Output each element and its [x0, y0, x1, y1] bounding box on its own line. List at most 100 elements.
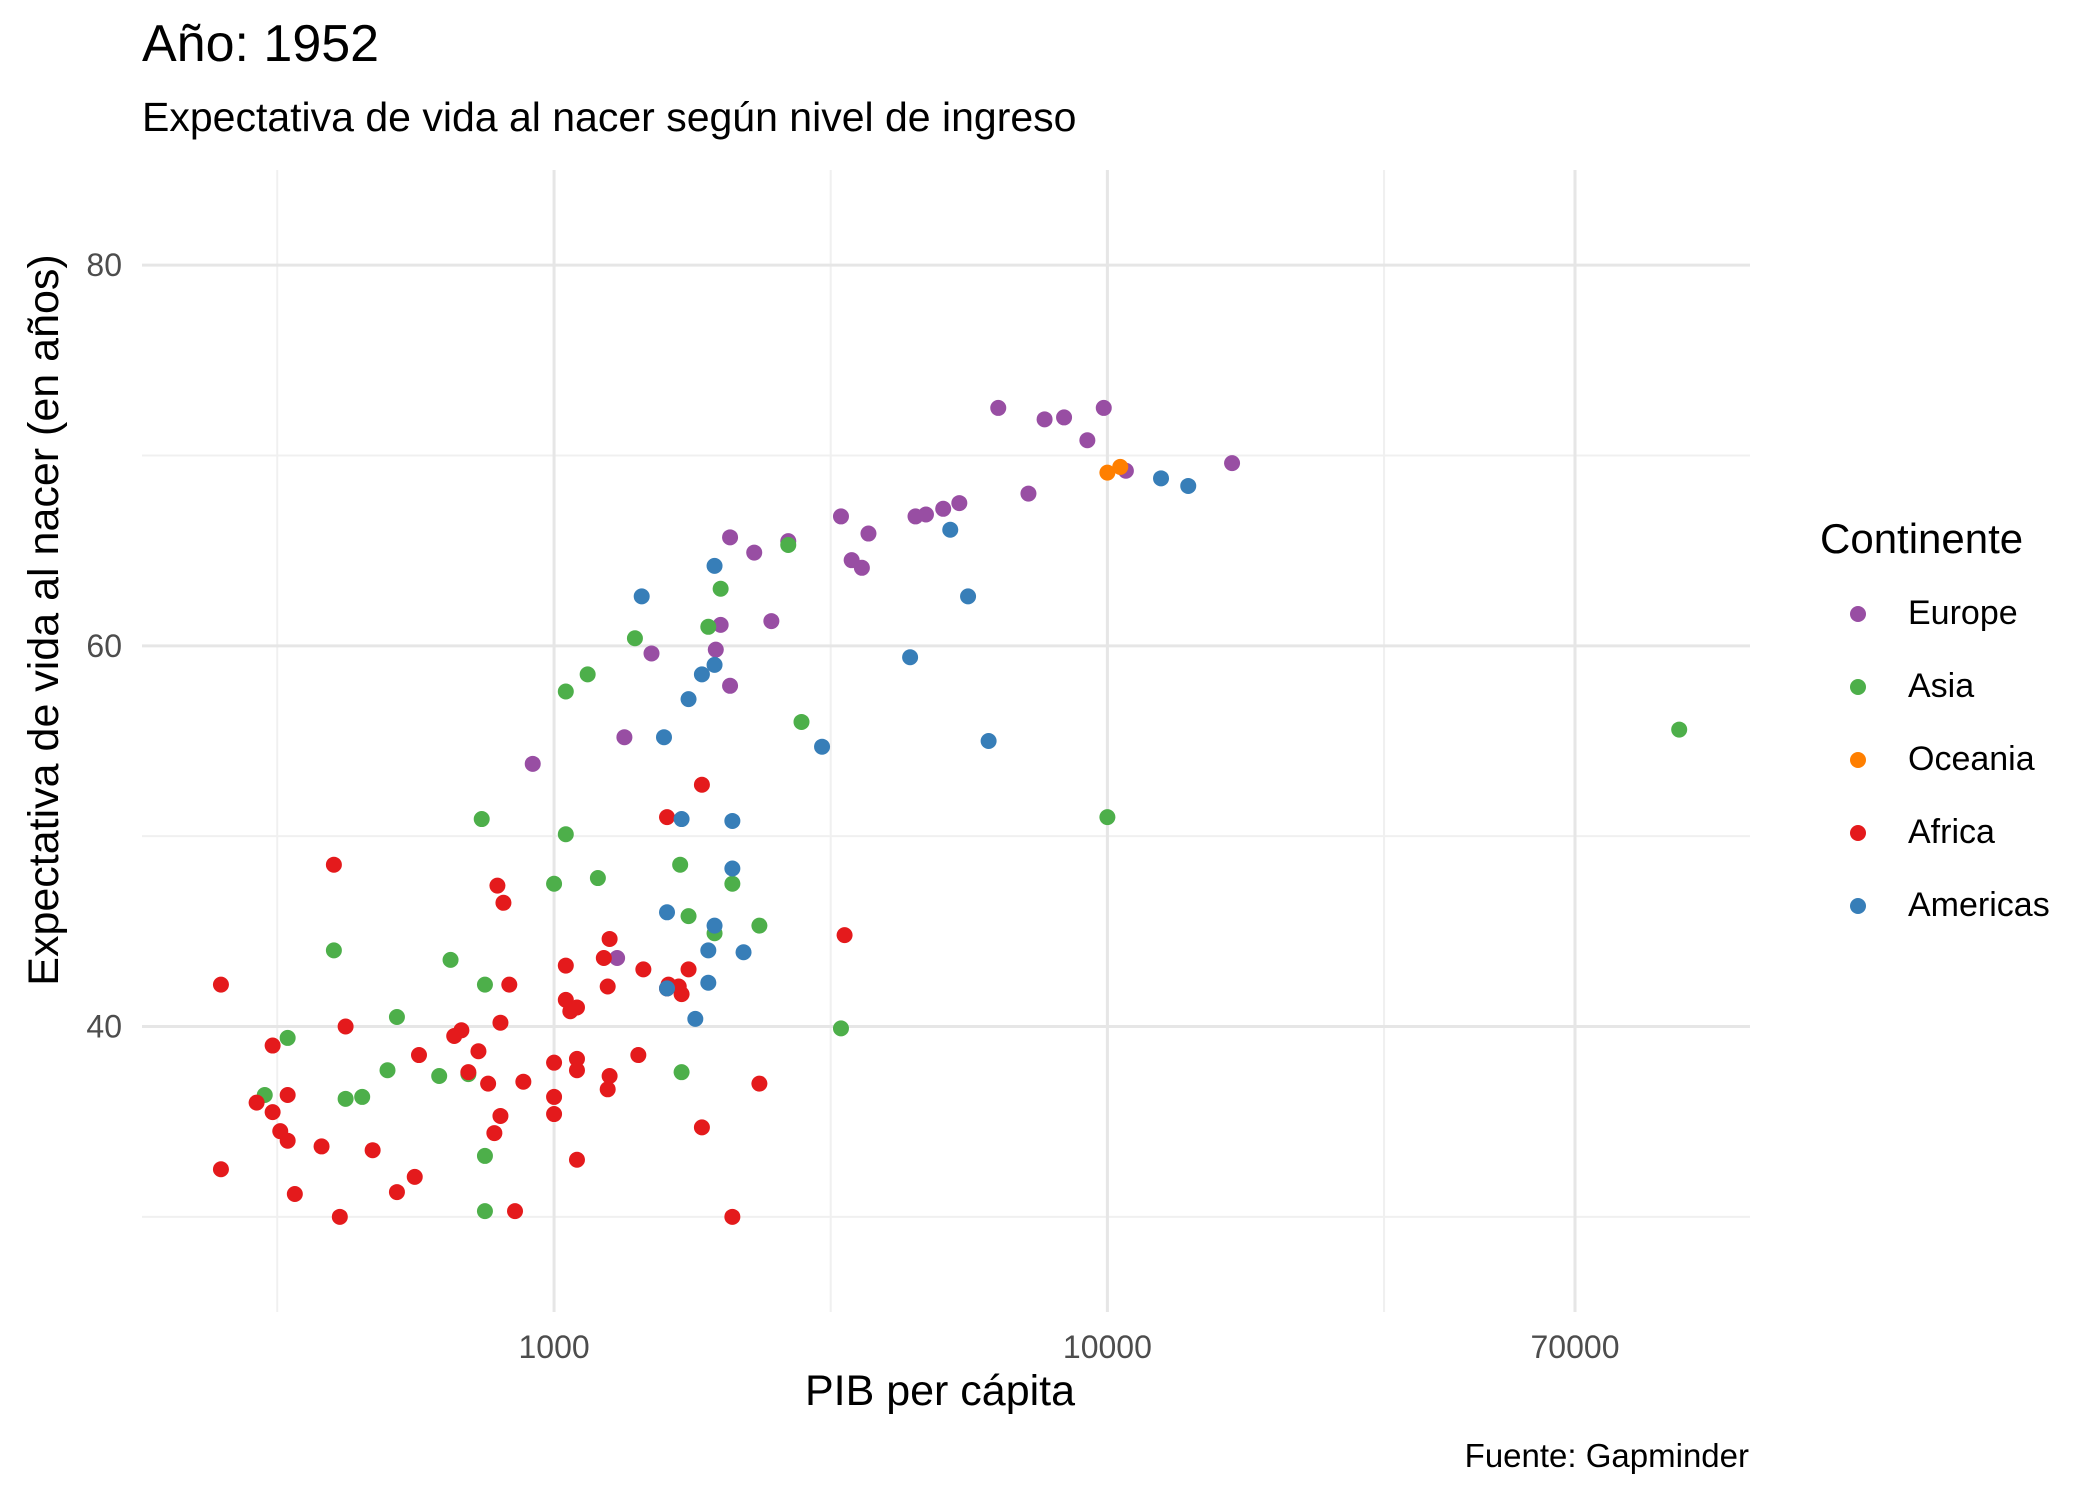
- legend-items: Europe Asia Oceania Africa Americas: [1820, 577, 2050, 942]
- data-point-americas: [960, 588, 977, 605]
- data-point-americas: [724, 860, 741, 877]
- data-point-africa: [279, 1087, 296, 1104]
- y-tick-label: 40: [86, 1009, 122, 1045]
- data-point-asia: [337, 1090, 354, 1107]
- data-point-africa: [331, 1208, 348, 1225]
- data-point-europe: [763, 613, 780, 630]
- data-point-europe: [990, 399, 1007, 416]
- data-point-asia: [476, 976, 493, 993]
- data-point-africa: [680, 961, 697, 978]
- data-point-africa: [599, 1081, 616, 1098]
- data-point-europe: [722, 677, 739, 694]
- data-point-europe: [951, 495, 968, 512]
- data-point-africa: [501, 976, 518, 993]
- data-point-asia: [832, 1020, 849, 1037]
- data-point-americas: [693, 666, 710, 683]
- data-point-oceania: [1112, 458, 1129, 475]
- data-point-africa: [495, 894, 512, 911]
- legend-label-oceania: Oceania: [1908, 740, 2035, 778]
- data-point-africa: [486, 1125, 503, 1142]
- data-point-africa: [557, 957, 574, 974]
- data-point-americas: [659, 980, 676, 997]
- data-point-africa: [724, 1208, 741, 1225]
- data-point-americas: [814, 738, 831, 755]
- legend-item-europe: Europe: [1820, 577, 2050, 650]
- data-point-africa: [480, 1075, 497, 1092]
- data-point-africa: [836, 927, 853, 944]
- data-point-europe: [1036, 411, 1053, 428]
- legend-item-oceania: Oceania: [1820, 723, 2050, 796]
- data-point-asia: [354, 1088, 371, 1105]
- data-point-asia: [780, 536, 797, 553]
- data-point-africa: [248, 1094, 265, 1111]
- data-point-americas: [942, 521, 959, 538]
- data-point-asia: [1671, 721, 1688, 738]
- data-point-africa: [515, 1073, 532, 1090]
- data-point-africa: [388, 1184, 405, 1201]
- data-point-europe: [860, 525, 877, 542]
- legend-title: Continente: [1820, 515, 2024, 562]
- data-point-asia: [473, 811, 490, 828]
- x-tick-label: 1000: [518, 1329, 589, 1365]
- data-point-africa: [212, 976, 229, 993]
- legend-key-asia: [1850, 678, 1866, 695]
- data-point-asia: [476, 1203, 493, 1220]
- data-point-asia: [546, 875, 563, 892]
- data-point-americas: [902, 649, 919, 666]
- data-point-asia: [557, 826, 574, 843]
- data-point-americas: [980, 733, 997, 749]
- data-point-africa: [635, 961, 652, 978]
- major-gridlines: [142, 170, 1750, 1312]
- data-point-americas: [673, 811, 690, 828]
- data-point-asia: [325, 942, 342, 959]
- data-point-africa: [492, 1107, 509, 1124]
- data-point-europe: [1079, 432, 1096, 449]
- data-point-africa: [272, 1123, 289, 1140]
- data-points: [212, 399, 1688, 1225]
- legend-key-europe: [1850, 605, 1866, 622]
- data-point-africa: [460, 1064, 477, 1081]
- data-point-africa: [595, 949, 612, 966]
- data-point-asia: [680, 908, 697, 925]
- data-point-europe: [722, 529, 739, 546]
- data-point-africa: [568, 1151, 585, 1168]
- data-point-africa: [546, 1088, 563, 1105]
- data-point-asia: [793, 713, 810, 730]
- data-point-europe: [1020, 485, 1037, 502]
- data-point-africa: [264, 1037, 281, 1054]
- chart-subtitle: Expectativa de vida al nacer según nivel…: [142, 94, 1077, 140]
- data-point-europe: [853, 559, 870, 576]
- legend-key-africa: [1850, 824, 1866, 841]
- data-point-americas: [1153, 470, 1170, 487]
- x-tick-label: 70000: [1531, 1329, 1620, 1365]
- data-point-africa: [446, 1028, 463, 1045]
- data-point-africa: [489, 877, 506, 894]
- data-point-europe: [609, 949, 626, 966]
- data-point-asia: [388, 1008, 405, 1025]
- chart-title: Año: 1952: [142, 15, 380, 73]
- legend-key-oceania: [1850, 751, 1866, 768]
- data-point-americas: [680, 691, 697, 708]
- data-point-europe: [1056, 409, 1073, 426]
- data-point-africa: [364, 1142, 381, 1159]
- data-point-africa: [546, 1106, 563, 1123]
- data-point-asia: [700, 618, 717, 635]
- data-point-americas: [700, 942, 717, 959]
- data-point-africa: [751, 1075, 768, 1092]
- data-point-africa: [546, 1054, 563, 1071]
- data-point-europe: [643, 645, 660, 662]
- data-point-africa: [406, 1168, 423, 1185]
- data-point-americas: [706, 656, 723, 673]
- tick-labels: 1000 10000 70000 40 60 80: [86, 247, 1619, 1365]
- data-point-asia: [442, 951, 459, 968]
- data-point-europe: [832, 508, 849, 525]
- data-point-asia: [724, 875, 741, 892]
- data-point-americas: [706, 557, 723, 574]
- data-point-africa: [601, 930, 618, 947]
- data-point-americas: [655, 729, 672, 746]
- y-tick-label: 60: [86, 628, 122, 664]
- legend: Continente Europe Asia Oceania Africa Americ…: [1820, 515, 2050, 942]
- data-point-europe: [616, 729, 633, 746]
- data-point-americas: [700, 974, 717, 991]
- data-point-africa: [693, 1119, 710, 1136]
